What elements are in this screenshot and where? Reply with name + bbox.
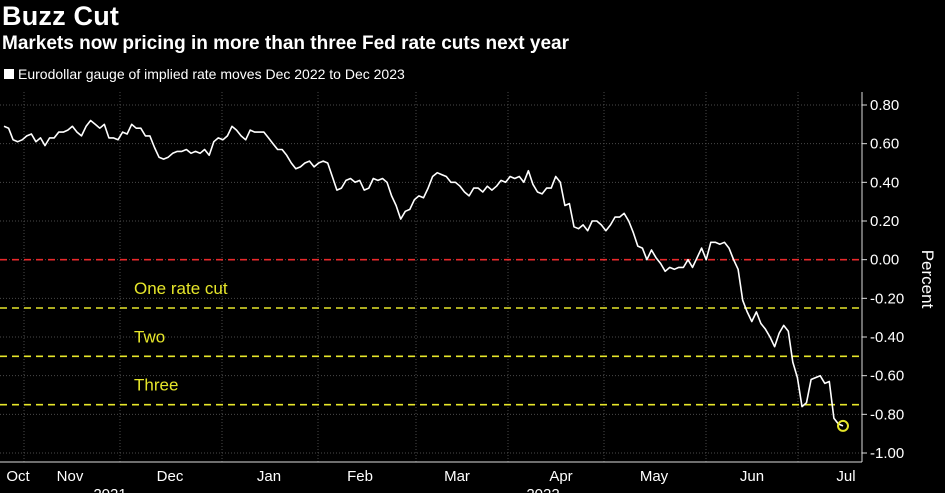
- y-tick-label: 0.40: [870, 174, 899, 191]
- reference-line-label: One rate cut: [134, 279, 228, 298]
- x-tick-label: Oct: [6, 468, 30, 485]
- reference-line-label: Three: [134, 376, 178, 395]
- x-tick-label: Dec: [157, 468, 184, 485]
- y-tick-label: 0.60: [870, 136, 899, 153]
- y-tick-label: -1.00: [870, 445, 904, 462]
- y-tick-label: 0.20: [870, 213, 899, 230]
- x-year-label: 2022: [526, 486, 559, 493]
- x-tick-label: May: [640, 468, 669, 485]
- chart-subtitle: Markets now pricing in more than three F…: [2, 33, 569, 54]
- y-tick-label: -0.80: [870, 406, 904, 423]
- last-value-marker: [837, 419, 849, 432]
- series-line: [3, 119, 844, 427]
- legend-swatch: [4, 69, 14, 79]
- series-layer: [3, 119, 849, 432]
- legend: Eurodollar gauge of implied rate moves D…: [4, 66, 405, 82]
- y-tick-label: -0.40: [870, 329, 904, 346]
- reference-line-label: Two: [134, 327, 165, 346]
- reference-lines: One rate cut Two Three: [0, 258, 862, 406]
- x-axis: Oct Nov Dec Jan Feb Mar Apr May Jun Jul 2021 2022: [0, 461, 862, 493]
- legend-label: Eurodollar gauge of implied rate moves D…: [18, 66, 405, 82]
- x-tick-label: Jul: [836, 468, 855, 485]
- y-tick-label: 0.80: [870, 97, 899, 114]
- x-tick-label: Jan: [257, 468, 281, 485]
- y-tick-label: -0.20: [870, 290, 904, 307]
- gridlines: [0, 92, 862, 462]
- x-year-label: 2021: [93, 486, 126, 493]
- y-tick-label: 0.00: [870, 252, 899, 269]
- chart-title: Buzz Cut: [2, 1, 120, 31]
- x-tick-label: Nov: [57, 468, 84, 485]
- y-tick-label: -0.60: [870, 368, 904, 385]
- y-axis-label: Percent: [918, 250, 937, 309]
- x-tick-label: Apr: [549, 468, 572, 485]
- x-tick-label: Jun: [740, 468, 764, 485]
- y-axis: 0.80 0.60 0.40 0.20 0.00 -0.20 -0.40 -0.60 -0.80…: [861, 92, 904, 462]
- x-tick-label: Mar: [444, 468, 470, 485]
- x-tick-label: Feb: [347, 468, 373, 485]
